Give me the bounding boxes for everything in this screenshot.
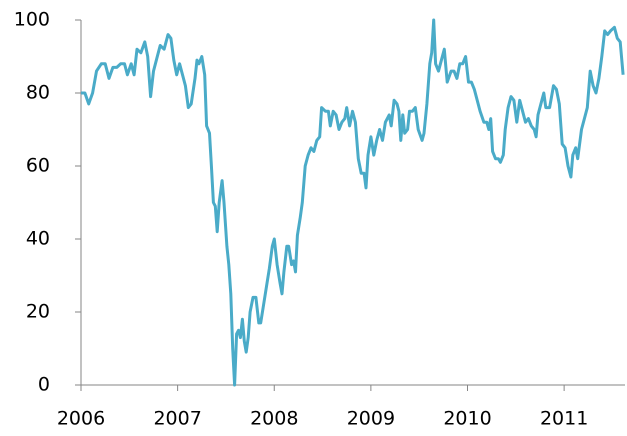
- x-tick-label: 2006: [57, 408, 105, 430]
- y-tick-label: 100: [14, 9, 50, 31]
- x-tick-label: 2011: [540, 408, 588, 430]
- y-tick-label: 60: [26, 155, 50, 177]
- x-tick-label: 2007: [153, 408, 201, 430]
- y-tick-label: 0: [38, 374, 50, 396]
- x-tick-label: 2009: [347, 408, 395, 430]
- y-tick-label: 40: [26, 228, 50, 250]
- y-tick-label: 80: [26, 82, 50, 104]
- x-tick-label: 2008: [250, 408, 298, 430]
- line: [81, 18, 625, 387]
- y-tick-label: 20: [26, 301, 50, 323]
- x-tick-label: 2010: [443, 408, 491, 430]
